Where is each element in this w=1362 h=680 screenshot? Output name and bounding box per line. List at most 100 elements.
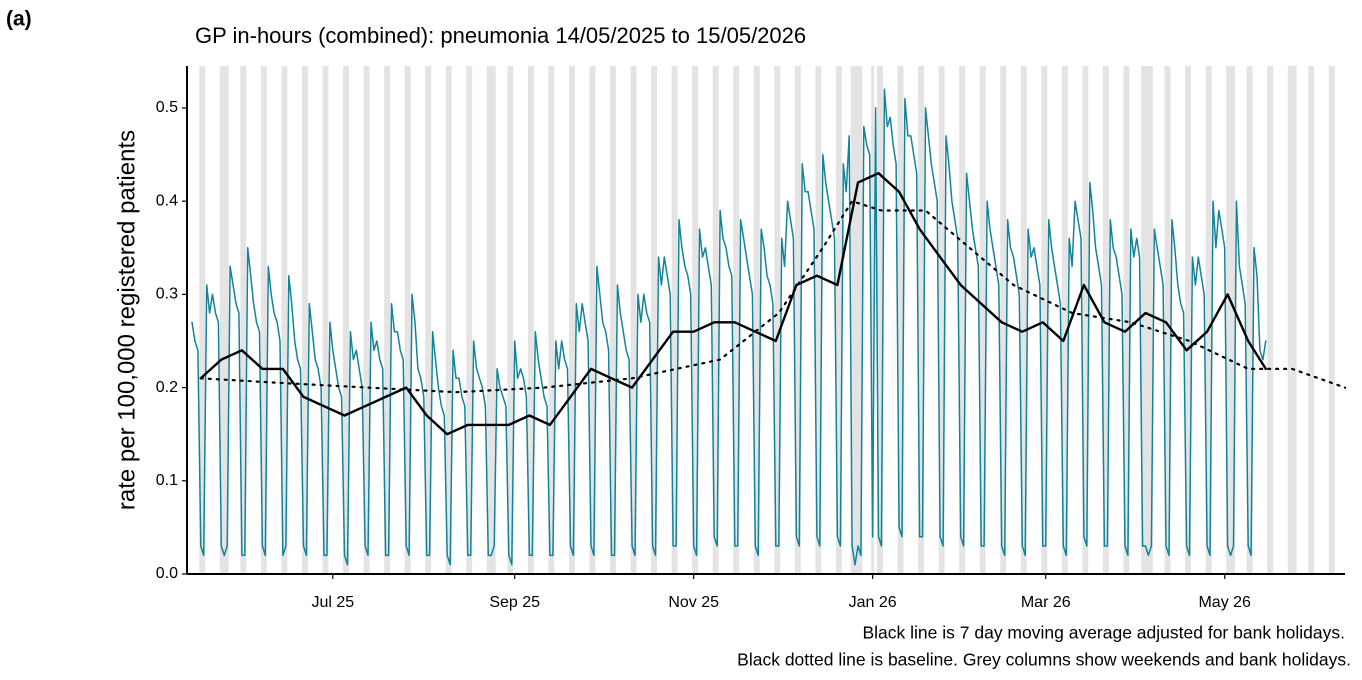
shaded-column xyxy=(592,66,596,574)
y-axis-label: rate per 100,000 registered patients xyxy=(113,130,140,510)
shaded-column xyxy=(1000,66,1004,574)
shaded-column xyxy=(466,66,470,574)
shaded-column xyxy=(900,66,904,574)
y-tick-label: 0.5 xyxy=(156,99,178,116)
shaded-column xyxy=(322,66,326,574)
shaded-column xyxy=(489,66,493,574)
shaded-column xyxy=(610,66,613,574)
shaded-column xyxy=(1226,66,1230,574)
shaded-column xyxy=(1270,66,1274,574)
shaded-column xyxy=(492,66,496,574)
shaded-column xyxy=(1246,66,1250,574)
shaded-column xyxy=(982,66,986,574)
axes: 0.0 0.1 0.2 0.3 0.4 0.5 Jul 25 Sep 25 Nov 25 Jan … xyxy=(156,66,1345,611)
shaded-column xyxy=(548,66,552,574)
shaded-column xyxy=(1023,66,1027,574)
shaded-column xyxy=(715,66,719,574)
shaded-column xyxy=(325,66,329,574)
x-tick-label: May 26 xyxy=(1198,594,1251,611)
y-tick-label: 0.4 xyxy=(156,192,178,209)
shaded-column xyxy=(612,66,616,574)
note: Black dotted line is baseline. Grey colu… xyxy=(737,650,1351,670)
shaded-column xyxy=(384,66,388,574)
shaded-column xyxy=(1061,66,1065,574)
shaded-column xyxy=(243,66,247,574)
shaded-column xyxy=(879,66,883,574)
shaded-column xyxy=(1290,66,1294,574)
shaded-columns xyxy=(199,66,1335,574)
shaded-column xyxy=(1331,66,1335,574)
shaded-column xyxy=(1293,66,1297,574)
shaded-column xyxy=(428,66,432,574)
shaded-column xyxy=(284,66,288,574)
shaded-column xyxy=(527,66,531,574)
shaded-column xyxy=(835,66,839,574)
shaded-column xyxy=(260,66,264,574)
shaded-column xyxy=(1311,66,1315,574)
shaded-column xyxy=(774,66,778,574)
shaded-column xyxy=(1041,66,1045,574)
y-tick-label: 0.3 xyxy=(156,286,178,303)
shaded-column xyxy=(407,66,411,574)
shaded-column xyxy=(366,66,370,574)
shaded-column xyxy=(856,66,860,574)
shaded-column xyxy=(1141,66,1145,574)
shaded-column xyxy=(695,66,699,574)
shaded-column xyxy=(219,66,223,574)
x-tick-label: Nov 25 xyxy=(668,594,719,611)
shaded-column xyxy=(794,66,798,574)
shaded-column xyxy=(736,66,740,574)
shaded-column xyxy=(753,66,757,574)
shaded-column xyxy=(777,66,781,574)
shaded-column xyxy=(448,66,452,574)
shaded-column xyxy=(486,66,490,574)
shaded-column xyxy=(1232,66,1235,574)
shaded-column xyxy=(1287,66,1291,574)
shaded-column xyxy=(897,66,901,574)
shaded-column xyxy=(651,66,655,574)
shaded-column xyxy=(571,66,575,574)
shaded-column xyxy=(240,66,244,574)
shaded-column xyxy=(921,66,924,574)
shaded-column xyxy=(1164,66,1168,574)
shaded-column xyxy=(850,66,854,574)
shaded-column xyxy=(343,66,347,574)
shaded-column xyxy=(469,66,473,574)
series-line xyxy=(199,172,1267,436)
y-tick-label: 0.1 xyxy=(156,472,178,489)
shaded-column xyxy=(302,66,305,574)
shaded-column xyxy=(1123,66,1127,574)
shaded-column xyxy=(756,66,760,574)
shaded-column xyxy=(918,66,922,574)
shaded-column xyxy=(674,66,678,574)
shaded-column xyxy=(1328,66,1332,574)
shaded-column xyxy=(510,66,514,574)
shaded-column xyxy=(941,66,945,574)
shaded-column xyxy=(938,66,942,574)
shaded-column xyxy=(589,66,593,574)
shaded-column xyxy=(979,66,983,574)
shaded-column xyxy=(404,66,408,574)
series-line xyxy=(191,88,1267,566)
shaded-column xyxy=(871,66,875,574)
shaded-column xyxy=(877,66,880,574)
shaded-column xyxy=(671,66,675,574)
shaded-column xyxy=(630,66,634,574)
shaded-column xyxy=(199,66,203,574)
shaded-column xyxy=(1208,66,1212,574)
shaded-column xyxy=(1126,66,1130,574)
shaded-column xyxy=(1188,66,1191,574)
shaded-column xyxy=(712,66,716,574)
chart-title: GP in-hours (combined): pneumonia 14/05/… xyxy=(195,23,806,48)
note: Black line is 7 day moving average adjus… xyxy=(863,623,1346,643)
shaded-column xyxy=(1308,66,1312,574)
shaded-column xyxy=(962,66,966,574)
shaded-column xyxy=(1185,66,1189,574)
shaded-column xyxy=(1082,66,1086,574)
lines xyxy=(191,88,1347,566)
shaded-column xyxy=(818,66,822,574)
shaded-column xyxy=(1044,66,1048,574)
shaded-column xyxy=(797,66,801,574)
shaded-column xyxy=(304,66,308,574)
shaded-column xyxy=(654,66,658,574)
